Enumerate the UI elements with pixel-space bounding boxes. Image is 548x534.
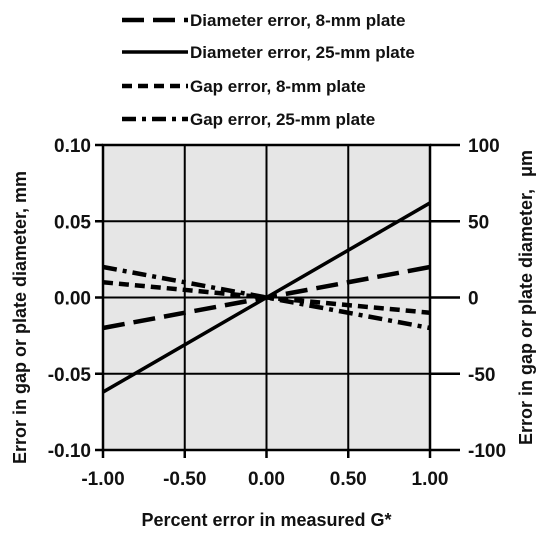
- y-axis-label-right-unit: μm: [516, 150, 536, 177]
- series-line-3: [102, 280, 431, 315]
- y-right-tick-label: 0: [468, 289, 479, 310]
- y-left-tick-label: -0.10: [48, 441, 91, 462]
- y-left-tick-label: 0.10: [54, 136, 91, 157]
- y-right-tick-label: -50: [468, 365, 495, 386]
- y-axis-label-left: Error in gap or plate diameter, mm: [10, 171, 30, 464]
- axes: [95, 143, 460, 458]
- legend-label-4: Gap error, 25-mm plate: [190, 110, 375, 129]
- x-tick-label: 0.50: [330, 469, 367, 490]
- y-axis-label-right-text: Error in gap or plate diameter,: [516, 189, 536, 445]
- y-right-tick-label: -100: [468, 441, 506, 462]
- x-tick-label: 0.00: [248, 469, 285, 490]
- series-layer: [102, 201, 431, 394]
- legend: Diameter error, 8-mm plate Diameter error…: [122, 11, 415, 129]
- legend-label-2: Diameter error, 25-mm plate: [190, 43, 415, 62]
- tick-labels: -1.00 -0.50 0.00 0.50 1.00 -0.10 -0.05 0.00 0.05…: [48, 136, 506, 490]
- legend-label-3: Gap error, 8-mm plate: [190, 77, 366, 96]
- y-axis-label-right: Error in gap or plate diameter, μm: [516, 150, 536, 445]
- y-right-tick-label: 100: [468, 136, 500, 157]
- x-tick-label: -0.50: [163, 469, 206, 490]
- series-line-4: [102, 264, 431, 331]
- x-axis-label: Percent error in measured G*: [141, 510, 391, 530]
- x-tick-label: 1.00: [412, 469, 449, 490]
- y-left-tick-label: 0.05: [54, 212, 91, 233]
- y-left-tick-label: -0.05: [48, 365, 92, 386]
- y-left-tick-label: 0.00: [54, 289, 91, 310]
- y-right-tick-label: 50: [468, 212, 489, 233]
- x-tick-label: -1.00: [81, 469, 124, 490]
- legend-label-1: Diameter error, 8-mm plate: [190, 11, 405, 30]
- grid: [103, 145, 430, 450]
